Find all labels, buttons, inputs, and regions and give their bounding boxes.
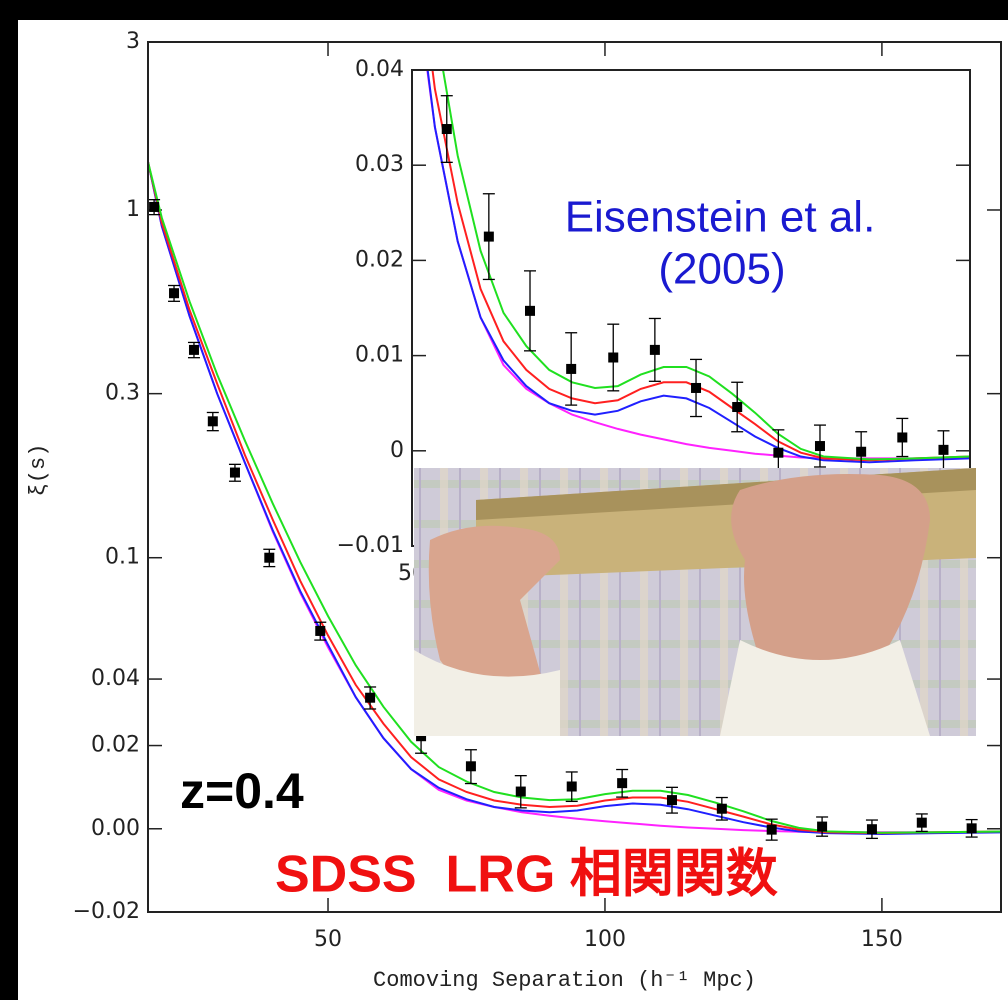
y-tick-label: 0.1	[105, 545, 140, 570]
x-axis-label: Comoving Separation (h⁻¹ Mpc)	[373, 968, 756, 993]
axes-frame	[147, 41, 1002, 913]
curves	[148, 161, 1001, 841]
y-tick-label: 3	[126, 29, 140, 54]
data-point	[716, 803, 727, 814]
y-tick-label: 0.04	[91, 666, 140, 691]
data-point	[566, 781, 577, 792]
data-point	[169, 288, 180, 299]
data-point	[315, 625, 326, 636]
model-line	[442, 70, 970, 461]
data-point	[817, 821, 828, 832]
y-axis-label: ξ(s)	[26, 444, 51, 497]
data-point	[766, 824, 777, 835]
model-line	[148, 161, 1001, 836]
data-point	[773, 447, 784, 458]
data-point	[365, 692, 376, 703]
y-tick-label: −0.01	[337, 533, 404, 558]
data-point	[608, 352, 619, 363]
model-line	[431, 70, 970, 462]
y-tick-label: 0.03	[355, 152, 404, 177]
data-point	[566, 363, 577, 374]
data-point	[188, 344, 199, 355]
data-point	[264, 552, 275, 563]
inset-background	[412, 70, 970, 546]
x-tick-label: 50	[314, 927, 342, 952]
x-tick-label: 50	[398, 561, 426, 586]
y-tick-label: 0.3	[105, 381, 140, 406]
y-tick-label: 0.04	[355, 57, 404, 82]
data-point	[416, 731, 427, 742]
data-point	[966, 823, 977, 834]
x-tick-label: 100	[584, 927, 626, 952]
model-line	[148, 161, 1001, 834]
data-point	[732, 402, 743, 413]
data-point	[916, 817, 927, 828]
model-line	[148, 161, 1001, 835]
curves	[426, 70, 970, 477]
data-point	[814, 441, 825, 452]
y-tick-label: 0.02	[355, 247, 404, 272]
data-point	[525, 305, 536, 316]
data-point	[483, 231, 494, 242]
data-point	[149, 201, 160, 212]
plot: 3 1 0.3 0.1 0.04 0.02 0.00 −0.02 50 100 150 Comovin…	[26, 29, 1002, 993]
y-tick-label: 1	[126, 197, 140, 222]
data-point	[666, 795, 677, 806]
data-point	[515, 786, 526, 797]
y-tick-label: 0.00	[91, 816, 140, 841]
data-point	[938, 444, 949, 455]
data-point	[866, 824, 877, 835]
x-tick-label: 150	[861, 927, 903, 952]
data-point	[441, 124, 452, 135]
data-point	[897, 432, 908, 443]
y-tick-label: 0.01	[355, 343, 404, 368]
data-point	[465, 761, 476, 772]
data-point	[856, 446, 867, 457]
plot: 0.04 0.03 0.02 0.01 0 −0.01 50	[337, 57, 971, 586]
y-tick-label: 0.02	[91, 733, 140, 758]
data-point	[207, 416, 218, 427]
data-point	[229, 467, 240, 478]
y-tick-label: 0	[390, 438, 404, 463]
data-point	[649, 344, 660, 355]
y-tick-label: −0.02	[73, 899, 140, 924]
data-point	[691, 382, 702, 393]
model-line	[426, 70, 970, 464]
data-point	[617, 778, 628, 789]
